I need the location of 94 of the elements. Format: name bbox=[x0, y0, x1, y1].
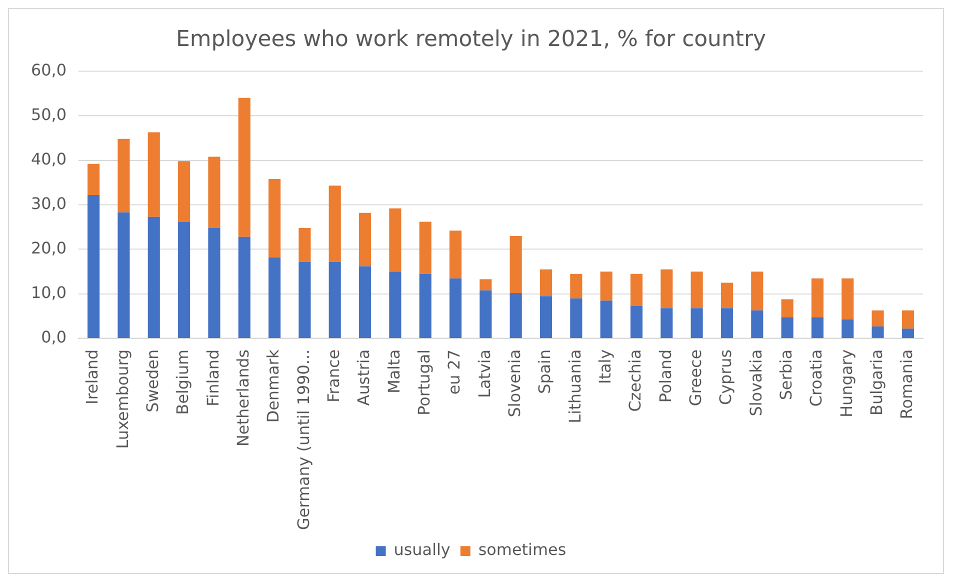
x-tick-label: Germany (until 1990... bbox=[294, 349, 313, 530]
bar bbox=[480, 290, 492, 338]
x-tick-label: Netherlands bbox=[234, 349, 253, 447]
bar bbox=[328, 262, 341, 338]
bar bbox=[268, 178, 281, 258]
y-tick-label: 40,0 bbox=[30, 149, 66, 168]
bar bbox=[148, 216, 160, 338]
x-tick-label: Bulgaria bbox=[866, 349, 886, 416]
bar bbox=[660, 308, 673, 338]
x-tick-label: Latvia bbox=[474, 349, 494, 398]
x-tick-label: Czechia bbox=[626, 349, 645, 412]
bar bbox=[720, 282, 734, 308]
x-tick-label: Austria bbox=[354, 349, 374, 406]
x-tick-label: Romania bbox=[897, 349, 916, 420]
bar bbox=[419, 274, 432, 338]
y-tick-label: 0,0 bbox=[41, 328, 66, 347]
y-tick-label: 50,0 bbox=[30, 104, 66, 124]
bar bbox=[570, 274, 582, 298]
bar bbox=[630, 306, 643, 338]
bar bbox=[178, 161, 190, 222]
bar bbox=[238, 98, 250, 237]
y-tick-label: 30,0 bbox=[30, 194, 66, 213]
bar bbox=[842, 319, 854, 338]
bar bbox=[781, 317, 794, 338]
bar bbox=[630, 274, 643, 306]
x-tick-label: Lithuania bbox=[565, 349, 584, 424]
bar bbox=[419, 222, 432, 274]
bar bbox=[118, 138, 130, 212]
x-tick-label: Italy bbox=[595, 349, 614, 384]
x-tick-label: Portugal bbox=[414, 349, 434, 416]
x-tick-label: Poland bbox=[656, 349, 675, 403]
chart-title: Employees who work remotely in 2021, % for country bbox=[176, 26, 766, 52]
legend-label: usually bbox=[394, 540, 450, 560]
x-tick-label: Luxembourg bbox=[112, 349, 132, 449]
bar bbox=[178, 222, 190, 338]
x-tick-label: Slovakia bbox=[746, 349, 766, 416]
bar bbox=[811, 317, 824, 338]
x-tick-label: Spain bbox=[535, 349, 554, 394]
bar bbox=[358, 266, 372, 338]
bar bbox=[751, 310, 764, 338]
x-tick-label: Greece bbox=[686, 349, 705, 406]
x-tick-label: Sweden bbox=[143, 349, 162, 412]
bar bbox=[902, 310, 914, 329]
x-tick-label: Malta bbox=[384, 349, 404, 394]
bar bbox=[148, 132, 160, 217]
bar bbox=[298, 262, 311, 338]
bar bbox=[208, 156, 220, 228]
bar bbox=[449, 230, 462, 278]
x-tick-label: Hungary bbox=[836, 349, 856, 418]
bar bbox=[88, 164, 100, 196]
bar bbox=[449, 278, 462, 338]
bar bbox=[389, 272, 402, 338]
x-tick-label: France bbox=[324, 349, 344, 402]
bar bbox=[872, 326, 884, 338]
bar bbox=[570, 298, 582, 338]
bar bbox=[660, 269, 673, 308]
bar bbox=[208, 228, 220, 338]
bar bbox=[600, 272, 612, 301]
bar bbox=[902, 328, 914, 338]
bar bbox=[480, 279, 492, 290]
bar bbox=[298, 228, 311, 262]
bar bbox=[510, 293, 522, 338]
bar bbox=[842, 278, 854, 320]
legend-label: sometimes bbox=[478, 540, 566, 560]
bar bbox=[690, 308, 703, 338]
bar bbox=[751, 272, 764, 310]
bar bbox=[88, 195, 100, 338]
x-tick-label: Serbia bbox=[776, 349, 796, 400]
x-tick-label: Cyprus bbox=[716, 349, 736, 406]
x-tick-label: Finland bbox=[203, 349, 222, 406]
y-tick-label: 60,0 bbox=[30, 60, 66, 80]
bar bbox=[268, 257, 281, 338]
bar bbox=[600, 300, 612, 338]
bar bbox=[389, 208, 402, 272]
bar bbox=[238, 236, 250, 338]
y-tick-label: 20,0 bbox=[30, 238, 66, 258]
bar bbox=[872, 310, 884, 326]
bar bbox=[328, 186, 341, 262]
x-tick-label: Ireland bbox=[82, 349, 102, 405]
x-tick-label: Denmark bbox=[264, 348, 283, 423]
x-tick-label: Croatia bbox=[806, 349, 826, 407]
bar bbox=[540, 269, 552, 296]
x-tick-label: Belgium bbox=[173, 349, 192, 415]
bar bbox=[811, 278, 824, 318]
x-tick-label: Slovenia bbox=[504, 349, 524, 418]
bar bbox=[720, 308, 734, 338]
x-tick-label: eu 27 bbox=[444, 349, 464, 395]
bar bbox=[781, 299, 794, 318]
bar bbox=[540, 296, 552, 338]
y-tick-label: 10,0 bbox=[30, 283, 66, 302]
bar bbox=[510, 236, 522, 294]
bar bbox=[358, 212, 372, 266]
bar bbox=[690, 272, 703, 308]
bar bbox=[118, 212, 130, 338]
